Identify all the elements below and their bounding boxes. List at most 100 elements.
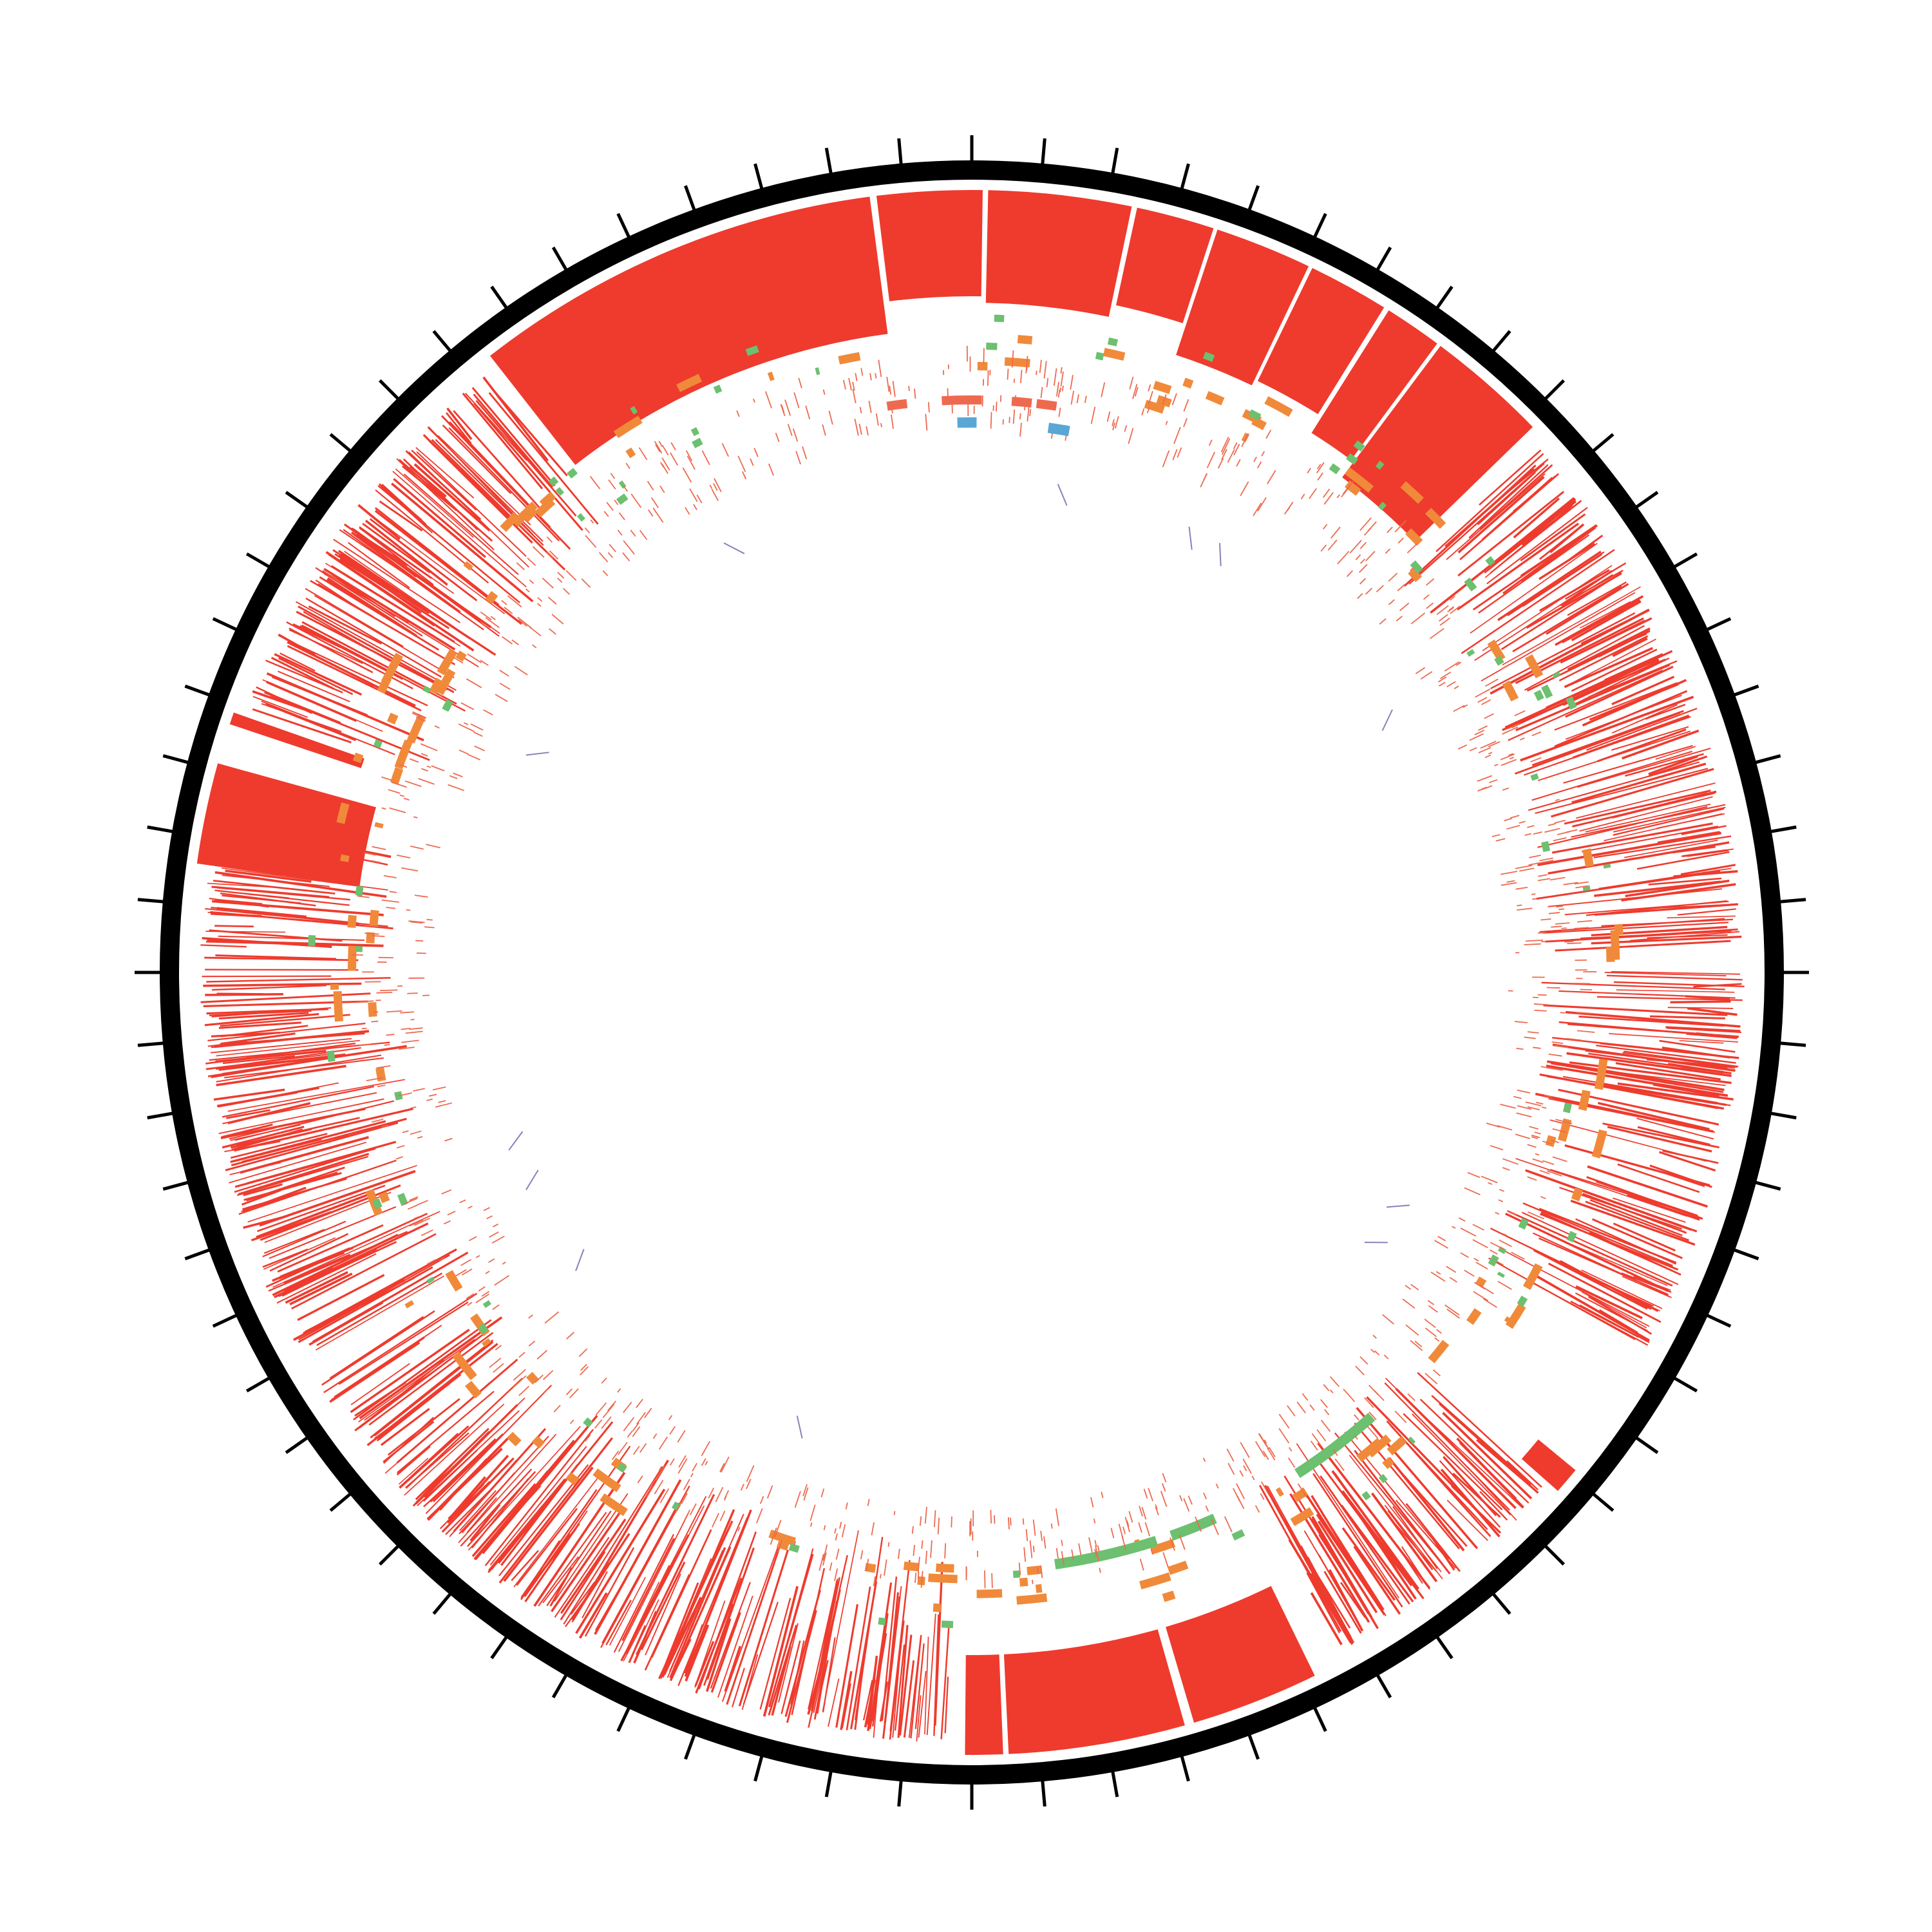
gene-tick: [990, 412, 992, 429]
outer-line: [869, 1633, 887, 1730]
gene-tick: [1205, 1505, 1209, 1512]
gene-tick: [884, 1559, 887, 1576]
repeat-feature: [531, 1435, 545, 1449]
gene-tick: [502, 636, 513, 645]
gene-tick: [683, 1510, 691, 1521]
outer-line: [1589, 1198, 1683, 1236]
link: [1381, 709, 1393, 731]
outer-line: [236, 1117, 360, 1146]
outer-line: [348, 542, 410, 589]
gene-tick: [460, 1258, 472, 1266]
tick-mark: [1778, 1041, 1806, 1047]
outer-line: [303, 611, 391, 662]
tick-mark: [1110, 1770, 1119, 1797]
gene-tick: [810, 1522, 813, 1527]
outer-line: [222, 1126, 305, 1149]
outer-line: [1539, 542, 1596, 580]
gene-tick: [1454, 685, 1459, 690]
outer-line: [325, 551, 475, 652]
gene-tick: [685, 507, 690, 515]
tick-mark: [184, 685, 211, 697]
outer-line: [650, 1529, 712, 1658]
outer-line: [1354, 1450, 1451, 1575]
gene-tick: [1544, 1095, 1552, 1098]
gene-tick: [1539, 857, 1553, 862]
repeat-feature: [1103, 348, 1126, 361]
outer-block: [876, 190, 983, 301]
outer-line: [350, 1329, 470, 1414]
gene-tick: [1365, 551, 1376, 562]
outer-line: [1551, 822, 1713, 854]
gene-tick: [1265, 430, 1272, 439]
outer-line: [846, 1586, 871, 1730]
gene-tick: [391, 781, 407, 788]
gene-tick: [802, 1484, 808, 1497]
gene-tick: [1551, 1041, 1564, 1045]
gene-tick: [532, 546, 545, 558]
gene-tick: [1501, 663, 1510, 670]
repeat-feature: [1162, 1590, 1176, 1602]
gene-tick: [1043, 1536, 1046, 1549]
gene-tick: [858, 423, 862, 435]
repeat-feature: [435, 668, 456, 696]
outer-line: [1559, 569, 1624, 607]
green-feature: [1541, 840, 1551, 853]
gene-tick: [428, 1094, 437, 1097]
outer-line: [308, 605, 383, 645]
gene-tick: [1477, 785, 1493, 792]
gene-tick: [1025, 1529, 1028, 1542]
gene-tick: [638, 447, 648, 460]
gene-tick: [1515, 864, 1533, 869]
green-feature: [617, 1463, 627, 1473]
tick-mark: [137, 898, 166, 904]
outer-line: [1613, 806, 1726, 833]
tick-mark: [329, 1492, 352, 1512]
gene-tick: [1394, 1410, 1407, 1423]
gene-tick: [1489, 779, 1498, 784]
gene-tick: [1058, 408, 1061, 417]
outer-line: [560, 1518, 627, 1614]
outer-line: [1507, 551, 1605, 616]
outer-line: [1468, 464, 1549, 539]
gene-tick: [1473, 1282, 1486, 1290]
repeat-feature: [1035, 1584, 1043, 1593]
gene-tick: [1434, 1337, 1440, 1342]
gene-tick: [407, 1204, 417, 1210]
gene-tick: [1572, 982, 1591, 985]
gene-tick: [1500, 1103, 1516, 1109]
repeat-feature: [394, 739, 413, 770]
gene-tick: [1364, 1397, 1374, 1408]
gene-tick: [405, 1030, 423, 1034]
gene-tick: [376, 992, 393, 994]
repeat-feature: [1524, 654, 1544, 679]
outer-line: [404, 1403, 505, 1496]
gene-tick: [1469, 733, 1484, 741]
outer-line: [1479, 464, 1553, 530]
outer-line: [458, 1434, 557, 1544]
outer-line: [549, 1567, 573, 1607]
gene-tick: [652, 507, 664, 523]
outer-line: [1506, 1460, 1539, 1490]
gene-tick: [1542, 1160, 1555, 1165]
gene-tick: [1217, 458, 1224, 469]
gene-tick: [1162, 1473, 1167, 1482]
tick-mark: [1375, 246, 1392, 272]
outer-line: [1573, 714, 1690, 759]
outer-line: [265, 1213, 428, 1288]
outer-line: [422, 1449, 478, 1502]
gene-tick: [1511, 1251, 1525, 1260]
gene-tick: [416, 1200, 428, 1206]
gene-tick: [1438, 614, 1448, 622]
outer-line: [1681, 825, 1727, 835]
gene-tick: [1253, 502, 1262, 516]
gene-tick: [1497, 1280, 1512, 1290]
gene-tick: [1546, 987, 1560, 989]
gene-tick: [466, 678, 482, 688]
outer-line: [1531, 710, 1684, 766]
gene-tick: [1206, 451, 1215, 468]
outer-line: [1537, 806, 1708, 848]
outer-line: [1387, 1510, 1434, 1571]
gene-tick: [1548, 822, 1557, 826]
gene-tick: [1283, 502, 1294, 515]
green-feature: [692, 437, 703, 448]
